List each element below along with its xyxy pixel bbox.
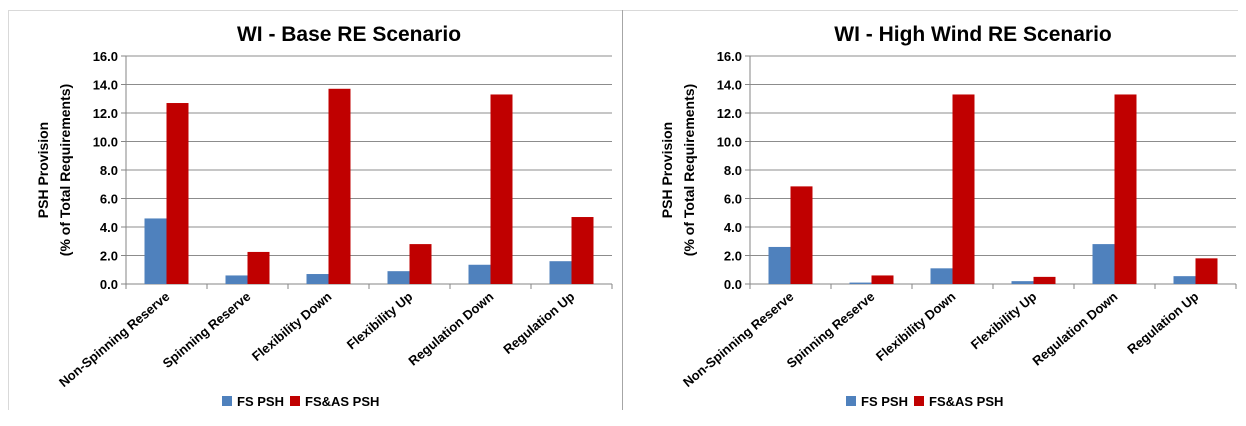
x-category-label: Regulation Up <box>500 289 577 357</box>
frame-top-border <box>8 10 1238 11</box>
x-category-label: Non-Spinning Reserve <box>56 289 172 390</box>
legend-label: FS PSH <box>237 394 284 409</box>
bar-fs-psh <box>306 274 329 284</box>
y-tick-label: 6.0 <box>100 192 118 207</box>
legend-swatch <box>914 396 924 406</box>
x-category-label: Regulation Down <box>1029 289 1120 369</box>
chart-panel-high-wind: WI - High Wind RE Scenario PSH Provision (… <box>624 0 1246 421</box>
bar-fs-as-psh <box>1033 276 1056 284</box>
y-tick-label: 2.0 <box>724 249 742 264</box>
frame-left-border <box>8 10 9 410</box>
legend-swatch <box>222 396 232 406</box>
x-category-label: Spinning Reserve <box>160 289 254 371</box>
x-category-label: Flexibility Up <box>968 289 1040 353</box>
legend-label: FS&AS PSH <box>305 394 379 409</box>
bar-fs-as-psh <box>571 217 594 284</box>
y-tick-label: 2.0 <box>100 249 118 264</box>
bar-fs-psh <box>930 268 953 284</box>
bar-fs-as-psh <box>328 88 351 285</box>
legend-label: FS&AS PSH <box>929 394 1003 409</box>
y-tick-label: 10.0 <box>717 135 742 150</box>
panel-divider <box>622 10 623 410</box>
bar-fs-as-psh <box>247 251 270 284</box>
bar-fs-psh <box>768 246 791 284</box>
x-category-label: Non-Spinning Reserve <box>680 289 796 390</box>
x-category-label: Flexibility Down <box>873 289 958 364</box>
y-tick-label: 8.0 <box>724 163 742 178</box>
y-tick-label: 16.0 <box>93 49 118 64</box>
legend-swatch <box>846 396 856 406</box>
y-tick-label: 14.0 <box>93 78 118 93</box>
bar-fs-as-psh <box>409 244 432 284</box>
y-tick-label: 0.0 <box>724 277 742 292</box>
bar-fs-as-psh <box>790 186 813 284</box>
x-category-label: Regulation Down <box>405 289 496 369</box>
x-category-label: Regulation Up <box>1124 289 1201 357</box>
legend-swatch <box>290 396 300 406</box>
y-tick-label: 8.0 <box>100 163 118 178</box>
bar-fs-as-psh <box>1114 94 1137 284</box>
bar-fs-as-psh <box>871 275 894 284</box>
x-category-label: Flexibility Down <box>249 289 334 364</box>
chart-title: WI - Base RE Scenario <box>237 23 461 46</box>
chart-base-re-scenario: WI - Base RE Scenario PSH Provision (% of … <box>35 23 613 409</box>
y-tick-label: 12.0 <box>93 106 118 121</box>
bar-fs-as-psh <box>490 94 513 284</box>
y-tick-label: 12.0 <box>717 106 742 121</box>
y-tick-label: 14.0 <box>717 78 742 93</box>
y-tick-label: 0.0 <box>100 277 118 292</box>
x-category-label: Spinning Reserve <box>784 289 878 371</box>
y-tick-label: 10.0 <box>93 135 118 150</box>
bar-fs-psh <box>1011 281 1034 284</box>
legend-label: FS PSH <box>861 394 908 409</box>
y-tick-label: 4.0 <box>724 220 742 235</box>
chart-title: WI - High Wind RE Scenario <box>834 23 1111 46</box>
x-category-label: Flexibility Up <box>344 289 416 353</box>
y-axis-label-line2: (% of Total Requirements) <box>57 84 73 256</box>
bar-fs-psh <box>1173 276 1196 284</box>
y-axis-label-line1: PSH Provision <box>659 122 675 218</box>
bar-fs-psh <box>1092 244 1115 284</box>
bar-fs-as-psh <box>952 94 975 284</box>
y-axis-label-line1: PSH Provision <box>35 122 51 218</box>
bar-fs-as-psh <box>1195 258 1218 284</box>
bar-fs-psh <box>225 275 248 284</box>
y-tick-label: 16.0 <box>717 49 742 64</box>
chart-panel-base: WI - Base RE Scenario PSH Provision (% of … <box>0 0 622 421</box>
bar-fs-psh <box>144 218 167 284</box>
bar-fs-psh <box>549 261 572 284</box>
y-axis-label-line2: (% of Total Requirements) <box>681 84 697 256</box>
bar-fs-psh <box>849 282 872 284</box>
y-tick-label: 6.0 <box>724 192 742 207</box>
y-tick-label: 4.0 <box>100 220 118 235</box>
bar-fs-psh <box>387 271 410 284</box>
chart-high-wind-re-scenario: WI - High Wind RE Scenario PSH Provision (… <box>659 23 1237 409</box>
bar-fs-psh <box>468 264 491 284</box>
bar-fs-as-psh <box>166 103 189 285</box>
